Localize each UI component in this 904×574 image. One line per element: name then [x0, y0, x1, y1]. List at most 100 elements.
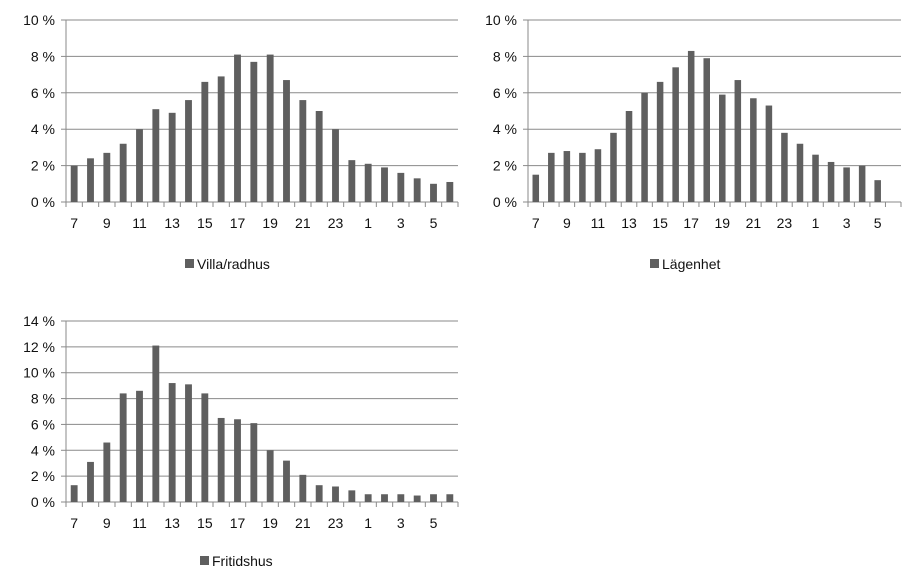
- x-tick-label: 23: [328, 515, 344, 531]
- legend-label: Lägenhet: [662, 256, 721, 272]
- x-tick-label: 9: [103, 215, 111, 231]
- y-tick-label: 2 %: [31, 158, 55, 174]
- x-tick-label: 17: [683, 215, 699, 231]
- x-tick-label: 1: [812, 215, 820, 231]
- x-tick-label: 3: [843, 215, 851, 231]
- bar: [70, 485, 78, 502]
- bar: [397, 172, 405, 202]
- bar: [185, 384, 192, 502]
- bar: [119, 393, 127, 502]
- bar: [381, 494, 388, 502]
- bar: [103, 442, 111, 502]
- y-tick-label: 4 %: [31, 121, 55, 137]
- y-tick-label: 0 %: [31, 494, 55, 510]
- bar: [348, 160, 356, 202]
- legend-swatch: [650, 259, 659, 268]
- bar: [250, 61, 258, 202]
- bar: [796, 143, 804, 202]
- bar: [234, 419, 241, 502]
- bar: [781, 132, 788, 202]
- bar: [381, 167, 388, 202]
- bar: [719, 94, 726, 202]
- bar: [672, 67, 679, 202]
- legend-swatch: [200, 556, 209, 565]
- y-tick-label: 4 %: [31, 442, 55, 458]
- bar: [136, 129, 143, 202]
- x-tick-label: 13: [621, 215, 637, 231]
- bar: [563, 151, 571, 202]
- x-tick-label: 21: [295, 215, 311, 231]
- x-tick-label: 7: [70, 515, 78, 531]
- x-tick-label: 13: [164, 515, 180, 531]
- bar: [397, 494, 405, 502]
- bar: [687, 50, 695, 202]
- x-tick-label: 3: [397, 215, 405, 231]
- x-tick-label: 11: [132, 215, 147, 231]
- bar: [827, 161, 835, 202]
- bar: [364, 163, 372, 202]
- bar: [87, 158, 94, 202]
- bar: [283, 460, 290, 502]
- bar: [413, 495, 421, 502]
- bar: [283, 80, 290, 202]
- legend-label: Villa/radhus: [197, 256, 270, 272]
- x-tick-label: 19: [262, 515, 278, 531]
- x-tick-label: 13: [164, 215, 180, 231]
- x-tick-label: 15: [197, 215, 213, 231]
- y-tick-label: 8 %: [31, 48, 55, 64]
- x-tick-label: 5: [430, 515, 438, 531]
- bar: [610, 132, 617, 202]
- bar: [348, 490, 356, 502]
- bar: [446, 181, 454, 202]
- y-tick-label: 2 %: [493, 158, 517, 174]
- bar: [446, 494, 454, 502]
- bar: [119, 143, 127, 202]
- x-tick-label: 5: [430, 215, 438, 231]
- x-tick-label: 15: [197, 515, 213, 531]
- x-tick-label: 21: [746, 215, 762, 231]
- bar: [656, 81, 664, 202]
- bar: [413, 178, 421, 202]
- bar: [364, 494, 372, 502]
- bar: [152, 109, 160, 202]
- bar: [858, 165, 866, 202]
- y-tick-label: 2 %: [31, 468, 55, 484]
- y-tick-label: 10 %: [23, 12, 55, 28]
- bar: [430, 494, 437, 502]
- bar: [152, 345, 160, 502]
- x-tick-label: 5: [874, 215, 882, 231]
- x-tick-label: 21: [295, 515, 311, 531]
- bar: [168, 112, 176, 202]
- x-tick-label: 11: [591, 215, 606, 231]
- bar: [332, 486, 339, 502]
- legend-swatch: [185, 259, 194, 268]
- bar: [315, 111, 323, 202]
- bar: [103, 152, 111, 202]
- bar: [579, 152, 586, 202]
- x-tick-label: 19: [262, 215, 278, 231]
- chart-3: 0 %2 %4 %6 %8 %10 %12 %14 %7 9 11 13 15 17 19 2…: [23, 313, 459, 569]
- y-tick-label: 0 %: [31, 194, 55, 210]
- x-tick-label: 15: [652, 215, 668, 231]
- x-tick-label: 11: [132, 515, 147, 531]
- bar: [315, 485, 323, 502]
- bar: [185, 100, 192, 202]
- chart-2: 0 %2 %4 %6 %8 %10 %7 9 11 13 15 17 19 21 23 1 3 5Lä…: [485, 12, 902, 272]
- y-tick-label: 14 %: [23, 313, 55, 329]
- bar: [250, 423, 258, 502]
- y-tick-label: 10 %: [485, 12, 517, 28]
- chart-1: 0 %2 %4 %6 %8 %10 %7 9 11 13 15 17 19 21 23 1 3 5Vi…: [23, 12, 459, 272]
- bar: [532, 174, 540, 202]
- bar: [217, 417, 225, 502]
- bar: [201, 393, 209, 502]
- bar: [625, 111, 633, 202]
- y-tick-label: 6 %: [493, 85, 517, 101]
- bar: [70, 165, 78, 202]
- bar: [594, 149, 602, 202]
- bar: [548, 152, 555, 202]
- x-tick-label: 17: [230, 515, 246, 531]
- bar: [299, 474, 307, 502]
- x-tick-label: 17: [230, 215, 246, 231]
- y-tick-label: 0 %: [493, 194, 517, 210]
